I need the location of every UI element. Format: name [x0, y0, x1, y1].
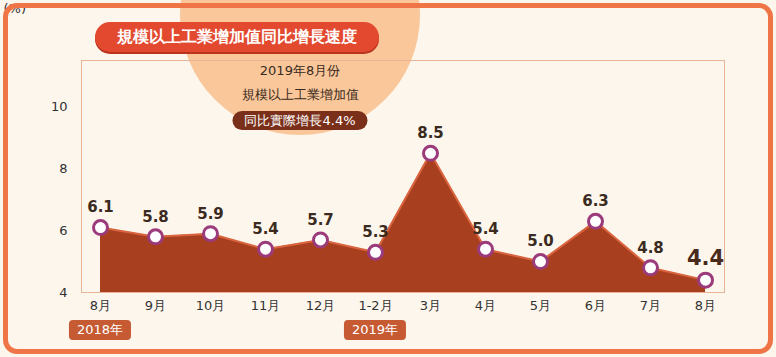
svg-text:5.3: 5.3	[362, 223, 389, 241]
svg-text:7月: 7月	[640, 298, 661, 313]
svg-text:3月: 3月	[420, 298, 441, 313]
html-text:規模以上工業增加值同比增長速度: 規模以上工業增加值同比增長速度	[117, 27, 357, 46]
svg-text:10月: 10月	[196, 298, 226, 313]
svg-text:6.3: 6.3	[582, 192, 609, 210]
svg-text:5月: 5月	[530, 298, 551, 313]
svg-text:8月: 8月	[695, 298, 716, 313]
svg-text:10: 10	[51, 99, 68, 114]
svg-text:12月: 12月	[306, 298, 336, 313]
html-text:規模以上工業增加值: 規模以上工業增加值	[241, 87, 359, 102]
svg-text:4.8: 4.8	[637, 239, 664, 257]
svg-text:4月: 4月	[475, 298, 496, 313]
svg-text:5.4: 5.4	[472, 220, 499, 238]
svg-text:5.7: 5.7	[307, 211, 334, 229]
svg-text:8: 8	[59, 161, 67, 176]
svg-text:6月: 6月	[585, 298, 606, 313]
html-text:2019年8月份: 2019年8月份	[259, 63, 341, 78]
svg-text:6: 6	[59, 223, 67, 238]
svg-text:(%): (%)	[4, 1, 27, 16]
svg-text:9月: 9月	[145, 298, 166, 313]
svg-text:1-2月: 1-2月	[358, 298, 392, 313]
svg-text:4: 4	[59, 285, 67, 300]
svg-text:5.9: 5.9	[197, 205, 224, 223]
svg-text:8月: 8月	[90, 298, 111, 313]
svg-text:5.8: 5.8	[142, 208, 169, 226]
html-text:2019年: 2019年	[352, 322, 398, 337]
svg-text:8.5: 8.5	[417, 124, 444, 142]
svg-text:11月: 11月	[251, 298, 281, 313]
html-text:同比實際增長4.4%: 同比實際增長4.4%	[244, 113, 356, 128]
svg-text:5.0: 5.0	[527, 232, 554, 250]
svg-text:5.4: 5.4	[252, 220, 279, 238]
svg-text:4.4: 4.4	[687, 246, 724, 270]
html-text:2018年: 2018年	[77, 322, 123, 337]
svg-text:6.1: 6.1	[87, 198, 114, 216]
